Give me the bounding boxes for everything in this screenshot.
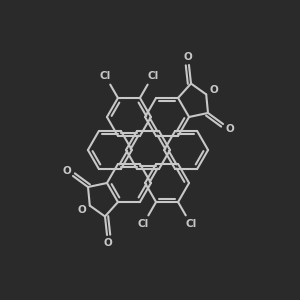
Text: Cl: Cl [138,219,149,229]
Text: O: O [184,52,193,62]
Text: O: O [78,205,86,215]
Text: Cl: Cl [147,71,158,81]
Text: O: O [225,124,234,134]
Text: O: O [62,166,71,176]
Text: O: O [210,85,218,95]
Text: Cl: Cl [185,219,196,229]
Text: O: O [103,238,112,248]
Text: Cl: Cl [100,71,111,81]
